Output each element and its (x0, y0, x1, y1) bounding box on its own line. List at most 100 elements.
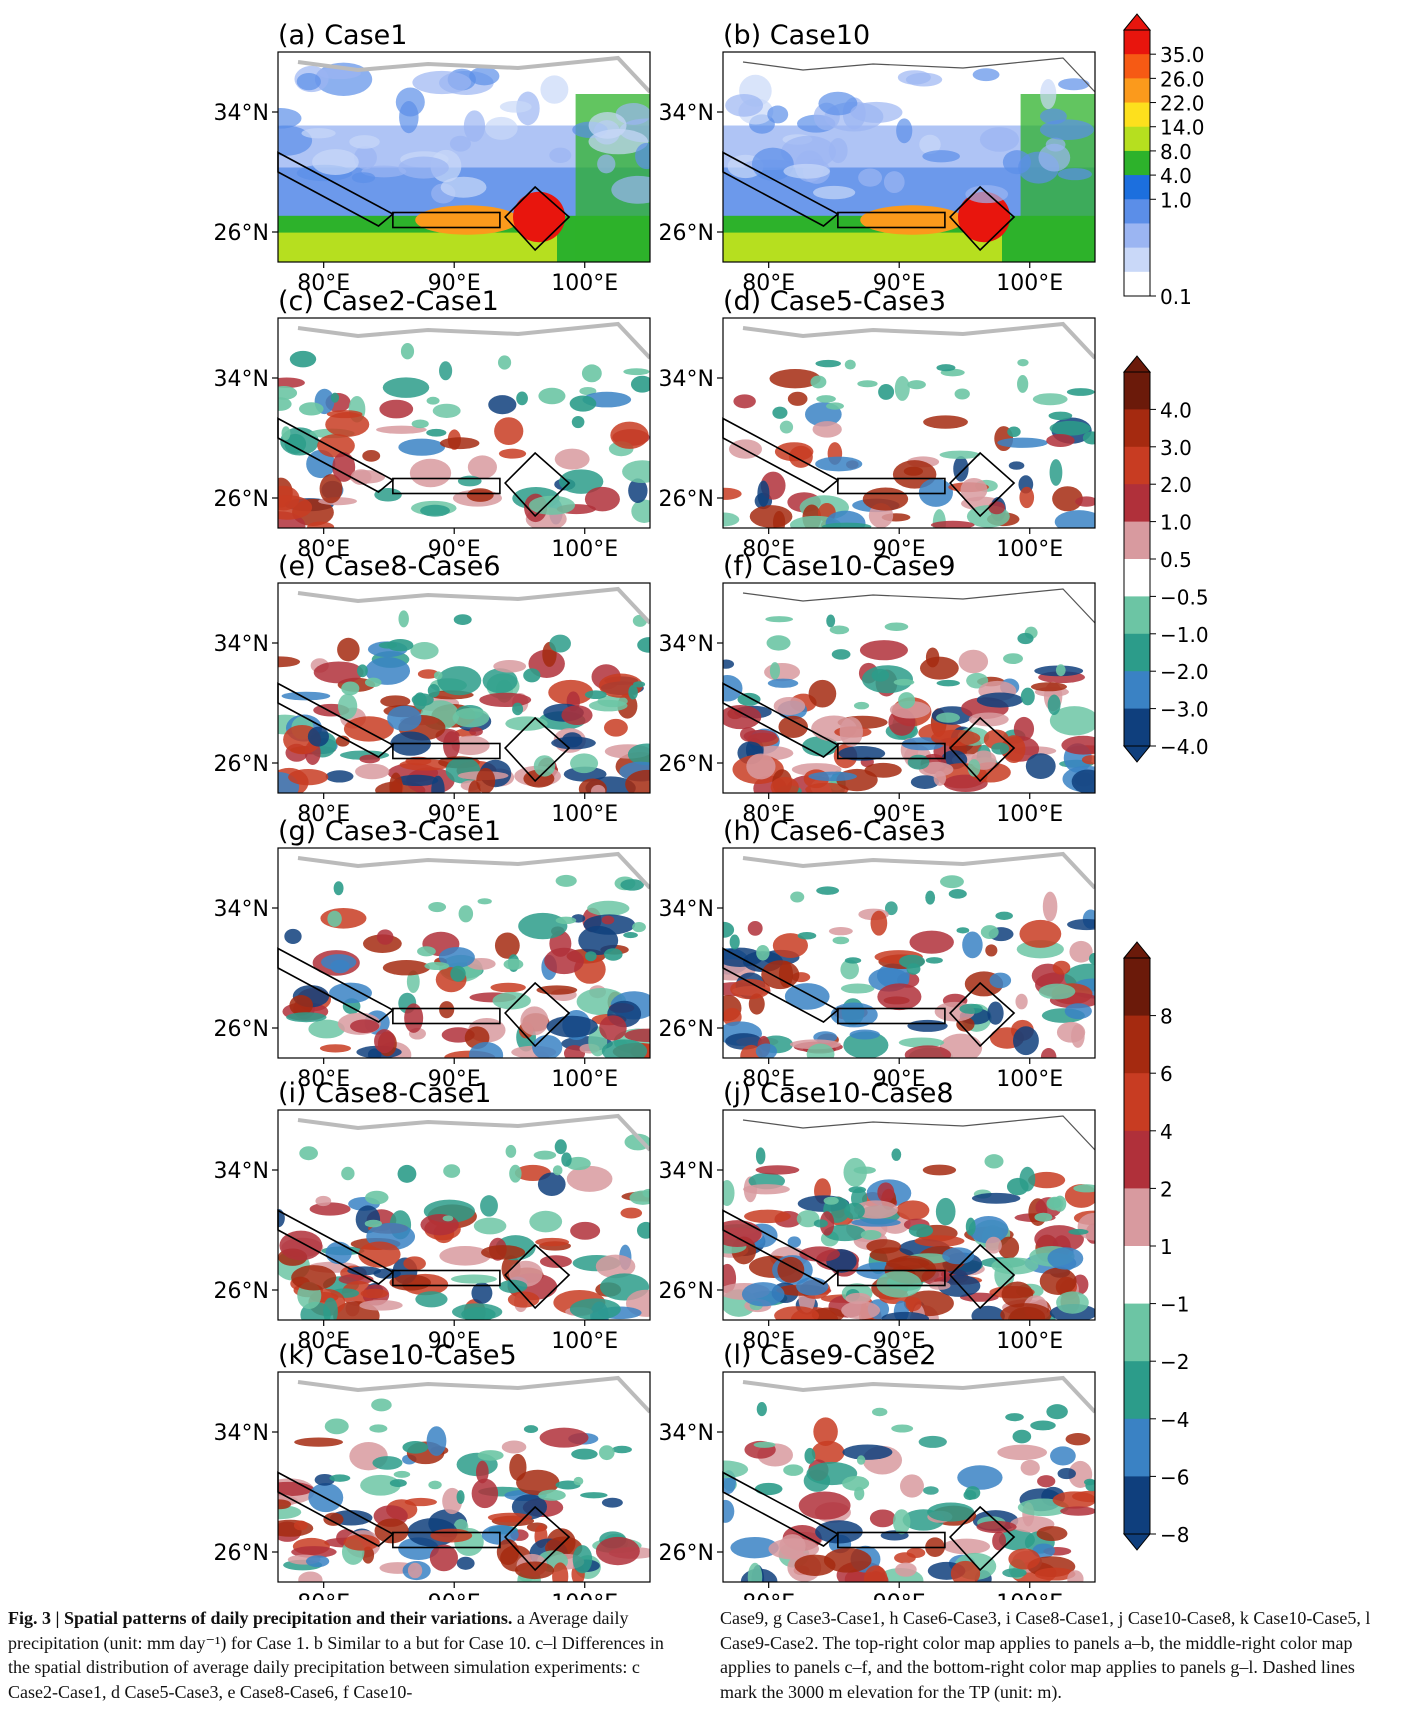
precip-blob (965, 185, 1009, 204)
diff-blob (278, 377, 305, 389)
diff-blob (1056, 1291, 1089, 1314)
precip-field (860, 205, 965, 235)
diff-blob (585, 951, 597, 962)
diff-blob (843, 1157, 867, 1187)
diff-blob (601, 1497, 623, 1508)
diff-blob (723, 512, 740, 527)
diff-blob (812, 421, 842, 438)
diff-blob (1073, 1184, 1095, 1193)
colorbar-swatch (1124, 484, 1150, 523)
diff-blob (406, 970, 420, 993)
diff-blob (976, 1520, 1017, 1534)
diff-blob (878, 384, 895, 400)
diff-blob (599, 1015, 627, 1041)
diff-blob (561, 705, 593, 726)
diff-blob (723, 659, 735, 669)
diff-blob (278, 495, 313, 520)
diff-blob (565, 1156, 591, 1171)
diff-blob (918, 1435, 947, 1448)
panel-title: (h) Case6-Case3 (723, 816, 946, 847)
colorbar-swatch (1124, 78, 1150, 104)
diff-blob (360, 1288, 389, 1299)
panel-title: (k) Case10-Case5 (278, 1340, 517, 1371)
y-tick-label: 26°N (659, 752, 714, 777)
diff-blob (922, 1164, 957, 1176)
diff-blob (523, 1425, 539, 1434)
map-frame (722, 582, 1096, 794)
diff-blob (407, 1562, 423, 1579)
map-panel: (h) Case6-Case3 34°N 26°N 80°E 90°E 100°E (659, 816, 1096, 1092)
diff-blob (571, 1448, 598, 1460)
colorbar-swatch (1124, 1073, 1150, 1132)
diff-blob (823, 1196, 839, 1205)
colorbar-label: 35.0 (1160, 43, 1205, 67)
y-tick-label: 26°N (659, 1279, 714, 1304)
precip-field (723, 232, 1002, 262)
diff-blob (1046, 434, 1075, 448)
diff-blob (930, 520, 975, 528)
x-tick-label: 90°E (428, 537, 481, 562)
colorbar-swatch (1124, 247, 1150, 273)
map-panel: (f) Case10-Case9 34°N 26°N 80°E 90°E 100°E (659, 551, 1096, 827)
diff-blob (842, 1475, 870, 1491)
precip-blob (449, 135, 471, 152)
diff-blob (804, 1447, 816, 1464)
diff-blob (367, 1048, 382, 1058)
diff-blob (1028, 1171, 1066, 1189)
diff-blob (853, 1166, 876, 1174)
diff-blob (468, 1042, 504, 1058)
diff-blob (595, 1254, 636, 1279)
diff-blob (899, 954, 925, 969)
diff-blob (884, 901, 898, 916)
diff-blob (523, 668, 541, 683)
diff-blob (359, 754, 380, 764)
country-border (297, 851, 650, 890)
diff-blob (439, 437, 480, 450)
precip-field (958, 191, 1011, 243)
x-tick-label: 80°E (297, 802, 350, 827)
diff-blob (747, 1562, 763, 1582)
diff-blob (457, 475, 482, 487)
region-box-central (392, 477, 501, 495)
diff-blob (488, 395, 517, 415)
diff-blob (857, 380, 878, 388)
diff-blob (927, 1502, 975, 1522)
diff-blob (329, 1474, 351, 1482)
diff-blob (343, 1534, 380, 1551)
diff-blob (466, 488, 494, 502)
figure-caption-right: Case9, g Case3-Case1, h Case6-Case3, i C… (720, 1606, 1396, 1704)
diff-blob (863, 1565, 888, 1582)
diff-blob (469, 727, 483, 736)
diff-blob (1049, 420, 1091, 436)
diff-blob (987, 1001, 1004, 1025)
diff-blob (533, 755, 556, 777)
diff-blob (737, 692, 761, 706)
colorbar-swatch (1124, 223, 1150, 249)
colorbar-label: −6 (1160, 1465, 1189, 1489)
diff-blob (473, 1217, 507, 1235)
colorbar-frame (1123, 29, 1151, 297)
region-box-east (949, 981, 1016, 1048)
diff-blob (936, 712, 960, 723)
diff-blob (1081, 755, 1095, 765)
region-box-central (837, 742, 946, 760)
diff-blob (397, 1164, 417, 1183)
colorbar-swatch (1124, 54, 1150, 79)
diff-blob (320, 907, 367, 929)
diff-blob (439, 1001, 455, 1019)
diff-blob (1054, 510, 1095, 528)
precip-blob (828, 137, 848, 164)
diff-blob (823, 1224, 866, 1242)
diff-blob (723, 704, 762, 730)
colorbar-swatch (1124, 521, 1150, 560)
diff-blob (870, 910, 888, 936)
diff-blob (622, 460, 650, 484)
colorbar-swatch (1124, 1418, 1150, 1477)
diff-blob (723, 487, 742, 500)
diff-blob (730, 978, 771, 1000)
diff-blob (1009, 1306, 1046, 1320)
diff-blob (957, 1465, 1003, 1490)
diff-blob (630, 375, 650, 393)
diff-blob (329, 982, 373, 1004)
diff-blob (810, 375, 827, 389)
